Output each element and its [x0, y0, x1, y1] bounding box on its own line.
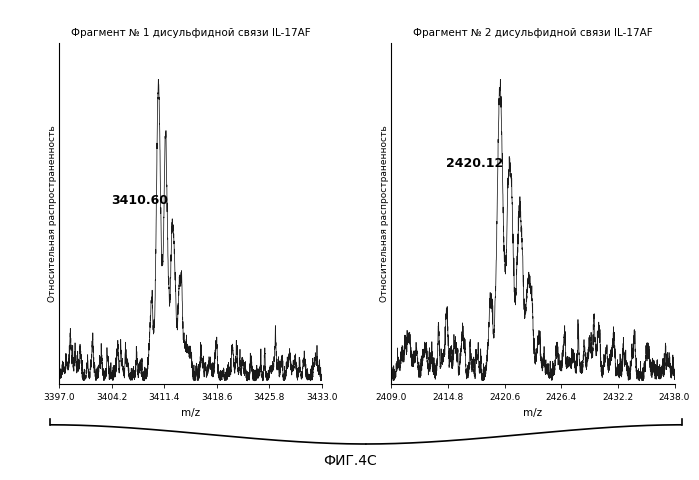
Y-axis label: Относительная распространенность: Относительная распространенность [48, 125, 57, 302]
Title: Фрагмент № 1 дисульфидной связи IL-17AF: Фрагмент № 1 дисульфидной связи IL-17AF [71, 28, 310, 38]
Text: 3410.60: 3410.60 [111, 193, 168, 206]
Text: 2420.12: 2420.12 [446, 157, 503, 170]
X-axis label: m/z: m/z [181, 408, 200, 418]
X-axis label: m/z: m/z [524, 408, 542, 418]
Text: ФИГ.4C: ФИГ.4C [323, 454, 376, 468]
Y-axis label: Относительная распространенность: Относительная распространенность [380, 125, 389, 302]
Title: Фрагмент № 2 дисульфидной связи IL-17AF: Фрагмент № 2 дисульфидной связи IL-17AF [413, 28, 653, 38]
